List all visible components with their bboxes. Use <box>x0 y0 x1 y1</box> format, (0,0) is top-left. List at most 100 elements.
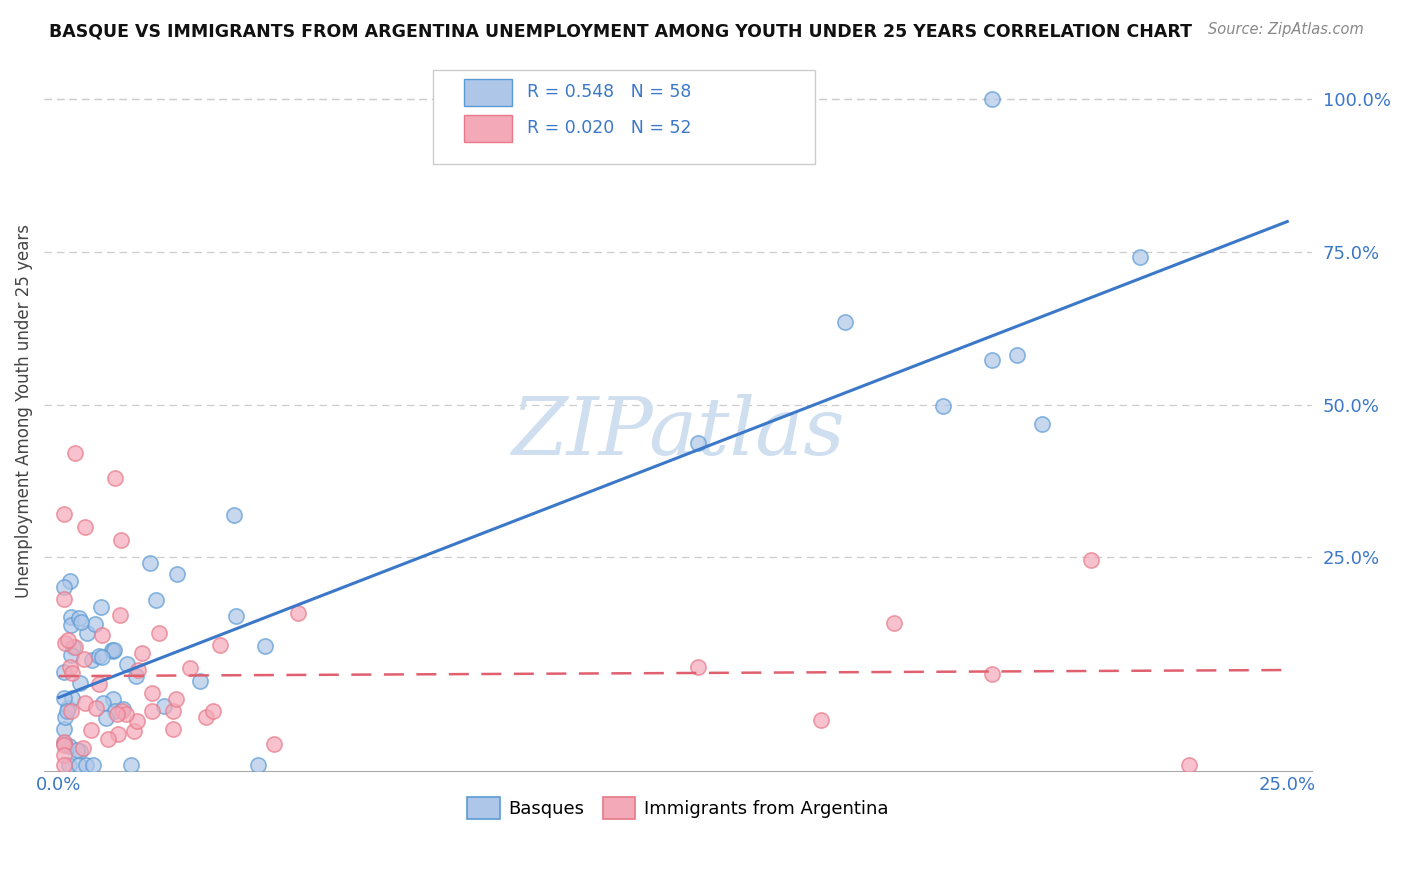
Point <box>96 731 118 746</box>
Point <box>75 757 97 772</box>
Point <box>194 710 217 724</box>
Point <box>122 724 145 739</box>
Point <box>67 757 90 772</box>
Point <box>70 615 93 629</box>
Point <box>89 648 111 663</box>
Point <box>1031 417 1053 431</box>
Point <box>138 556 160 570</box>
Point <box>932 399 955 413</box>
Point <box>84 700 107 714</box>
Point <box>162 704 184 718</box>
Point <box>103 642 125 657</box>
Point <box>91 696 114 710</box>
Point <box>73 519 96 533</box>
Point <box>834 315 856 329</box>
Point <box>125 669 148 683</box>
Point <box>73 696 96 710</box>
Y-axis label: Unemployment Among Youth under 25 years: Unemployment Among Youth under 25 years <box>15 224 32 598</box>
Point <box>981 93 1004 107</box>
Point <box>810 713 832 727</box>
Point <box>190 673 212 688</box>
Point <box>72 740 94 755</box>
Point <box>83 617 105 632</box>
Point <box>108 607 131 622</box>
Point <box>76 625 98 640</box>
Point <box>1005 348 1028 362</box>
Point <box>263 737 285 751</box>
Point <box>52 748 75 763</box>
Point <box>52 691 75 706</box>
Point <box>145 592 167 607</box>
Point <box>111 704 134 718</box>
Point <box>82 653 104 667</box>
Point <box>67 611 90 625</box>
Point <box>141 705 163 719</box>
Point <box>101 644 124 658</box>
Point <box>105 706 128 721</box>
Point <box>131 647 153 661</box>
Point <box>209 638 232 652</box>
Point <box>56 700 79 714</box>
Text: R = 0.020   N = 52: R = 0.020 N = 52 <box>527 119 692 136</box>
Text: BASQUE VS IMMIGRANTS FROM ARGENTINA UNEMPLOYMENT AMONG YOUTH UNDER 25 YEARS CORR: BASQUE VS IMMIGRANTS FROM ARGENTINA UNEM… <box>49 22 1192 40</box>
Point <box>73 652 96 666</box>
Point <box>59 617 82 632</box>
Point <box>52 734 75 748</box>
Point <box>179 661 201 675</box>
Point <box>125 714 148 728</box>
Point <box>686 660 709 674</box>
Point <box>52 723 75 737</box>
Legend: Basques, Immigrants from Argentina: Basques, Immigrants from Argentina <box>460 790 896 827</box>
Point <box>59 660 82 674</box>
Point <box>107 727 129 741</box>
Point <box>59 648 82 663</box>
Point <box>166 567 188 582</box>
Point <box>82 757 104 772</box>
Point <box>287 606 309 620</box>
Point <box>100 643 122 657</box>
Point <box>104 704 127 718</box>
Point <box>53 710 76 724</box>
Text: ZIPatlas: ZIPatlas <box>512 393 845 471</box>
Point <box>63 446 86 460</box>
Point <box>59 574 82 588</box>
FancyBboxPatch shape <box>464 115 512 142</box>
Point <box>1080 553 1102 567</box>
Point <box>202 704 225 718</box>
Point <box>63 640 86 655</box>
Point <box>65 743 87 757</box>
Point <box>58 739 80 754</box>
Point <box>981 352 1004 367</box>
Point <box>225 609 247 624</box>
Point <box>59 705 82 719</box>
FancyBboxPatch shape <box>464 78 512 106</box>
Point <box>1178 757 1201 772</box>
Point <box>60 666 83 681</box>
Point <box>1129 250 1152 264</box>
Point <box>91 628 114 642</box>
Point <box>115 706 138 721</box>
Text: Source: ZipAtlas.com: Source: ZipAtlas.com <box>1208 22 1364 37</box>
Point <box>254 639 277 653</box>
Point <box>110 533 132 547</box>
Point <box>883 616 905 631</box>
Point <box>52 736 75 750</box>
Point <box>59 610 82 624</box>
Point <box>60 690 83 705</box>
Point <box>162 722 184 736</box>
Point <box>148 626 170 640</box>
Point <box>141 686 163 700</box>
Point <box>94 711 117 725</box>
Point <box>115 657 138 672</box>
Point <box>69 744 91 758</box>
Point <box>52 665 75 679</box>
Point <box>53 508 76 522</box>
Point <box>246 757 269 772</box>
Point <box>153 699 176 714</box>
Point <box>127 803 149 817</box>
Point <box>52 757 75 772</box>
Point <box>80 723 103 738</box>
Point <box>166 692 188 706</box>
Point <box>69 675 91 690</box>
Point <box>127 663 149 677</box>
